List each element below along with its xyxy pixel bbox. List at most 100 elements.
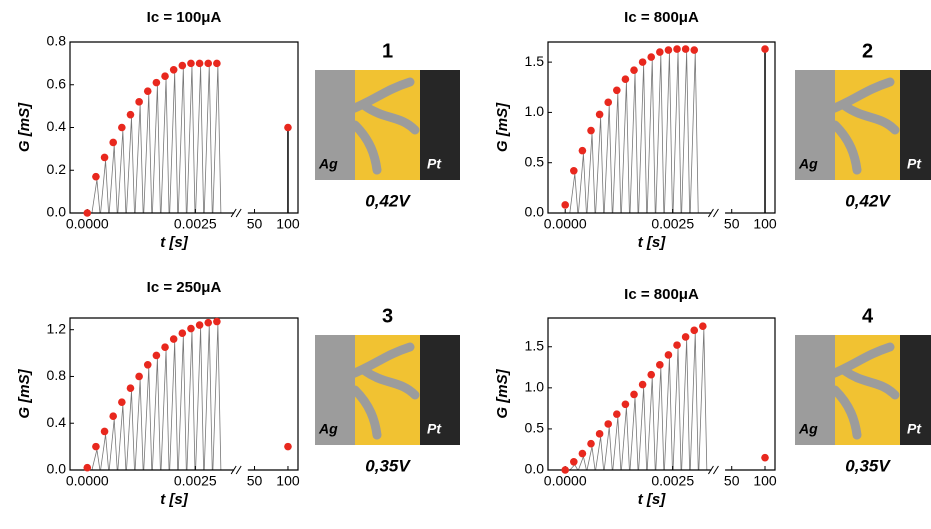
voltage-label: 0,42V [845, 191, 891, 210]
pulse [586, 133, 596, 214]
x-tick-label: 0.0000 [66, 473, 109, 489]
pulse [689, 333, 699, 471]
data-point [92, 172, 100, 181]
y-tick-label: 1.5 [525, 53, 545, 69]
pulse [681, 52, 691, 214]
x-tick-label: 0.0000 [544, 473, 587, 489]
pulse [100, 160, 109, 214]
pulse [169, 72, 179, 214]
pulse [160, 350, 170, 471]
data-point [213, 317, 221, 326]
y-axis-label: G [mS] [16, 102, 33, 152]
inset: 4 Ag Pt 0,35V [795, 305, 931, 475]
pt-region [420, 70, 460, 180]
inset-number: 1 [382, 40, 393, 62]
data-point [673, 45, 681, 53]
pulse [569, 173, 579, 214]
data-point [169, 65, 178, 74]
x-tick-label: 100 [753, 216, 777, 232]
x-tick-label: 0.0000 [544, 216, 587, 232]
y-axis-label: G [mS] [16, 368, 33, 418]
pt-region [900, 335, 931, 445]
data-point [178, 61, 187, 70]
y-tick-label: 0.0 [47, 204, 67, 220]
voltage-label: 0,35V [845, 456, 891, 475]
x-tick-label: 0.0025 [651, 216, 694, 232]
pulse [664, 53, 673, 214]
x-tick-label: 0.0000 [66, 216, 109, 232]
data-point [213, 59, 221, 68]
axis-frame [69, 41, 299, 214]
data-point [664, 46, 673, 54]
pulse [681, 339, 691, 471]
data-point [647, 53, 656, 61]
data-point [178, 329, 187, 338]
x-tick-label: 50 [724, 216, 740, 232]
pulse [134, 379, 144, 471]
y-tick-label: 1.0 [525, 379, 545, 395]
pulse [143, 367, 153, 471]
x-tick-label: 100 [276, 216, 300, 232]
voltage-label: 0,35V [365, 456, 411, 475]
pulse [621, 82, 630, 214]
y-axis-label: G [mS] [494, 102, 511, 152]
pulse [603, 426, 613, 471]
x-tick-label: 50 [724, 473, 740, 489]
y-tick-label: 0.4 [47, 118, 67, 134]
data-point [126, 384, 135, 392]
pulse [91, 179, 101, 214]
data-point [656, 48, 664, 56]
y-tick-label: 0.2 [47, 161, 67, 177]
data-point [690, 326, 699, 335]
data-point [152, 351, 161, 360]
data-point [664, 351, 673, 359]
inset: 2 Ag Pt 0,42V [795, 40, 931, 210]
data-point [195, 321, 204, 329]
pulse [203, 325, 213, 471]
voltage-label: 0,42V [365, 191, 411, 210]
pulse [134, 104, 144, 214]
pulse [195, 328, 204, 471]
y-tick-label: 1.5 [525, 337, 545, 353]
x-tick-label: 50 [247, 216, 263, 232]
y-tick-label: 0.8 [47, 33, 67, 49]
data-point [83, 463, 92, 472]
axis-break [708, 465, 719, 475]
y-tick-label: 0.0 [47, 461, 67, 477]
ag-region [315, 335, 355, 445]
chart-title: Ic = 800μA [624, 9, 699, 26]
data-point [195, 59, 204, 68]
pulse [117, 405, 127, 471]
data-point [126, 110, 135, 119]
pulse [177, 336, 187, 471]
x-tick-label: 100 [276, 473, 300, 489]
data-point [143, 87, 152, 95]
y-tick-label: 1.2 [47, 320, 67, 336]
pulse [143, 94, 153, 214]
y-tick-label: 0.4 [47, 414, 67, 430]
chart-title: Ic = 250μA [147, 279, 222, 296]
chart-title: Ic = 100μA [147, 9, 222, 26]
pulse [177, 68, 187, 214]
data-point [284, 123, 292, 132]
pulse [195, 66, 204, 214]
y-tick-label: 0.6 [47, 75, 67, 91]
pulse [578, 153, 587, 214]
y-tick-label: 0.5 [525, 420, 545, 436]
y-tick-label: 0.0 [525, 204, 545, 220]
x-axis-label: t [s] [638, 491, 667, 508]
pulse [595, 117, 605, 214]
pulse [664, 357, 673, 471]
data-point [578, 449, 587, 458]
pulse [638, 387, 648, 471]
pt-label: Pt [907, 156, 922, 172]
data-point [109, 138, 117, 147]
pulse [689, 53, 699, 214]
filament [825, 77, 900, 175]
data-point [681, 45, 690, 53]
data-point [630, 390, 638, 399]
data-point [613, 86, 621, 95]
pulse [586, 446, 596, 471]
pt-label: Pt [907, 421, 922, 437]
data-point [570, 166, 578, 175]
